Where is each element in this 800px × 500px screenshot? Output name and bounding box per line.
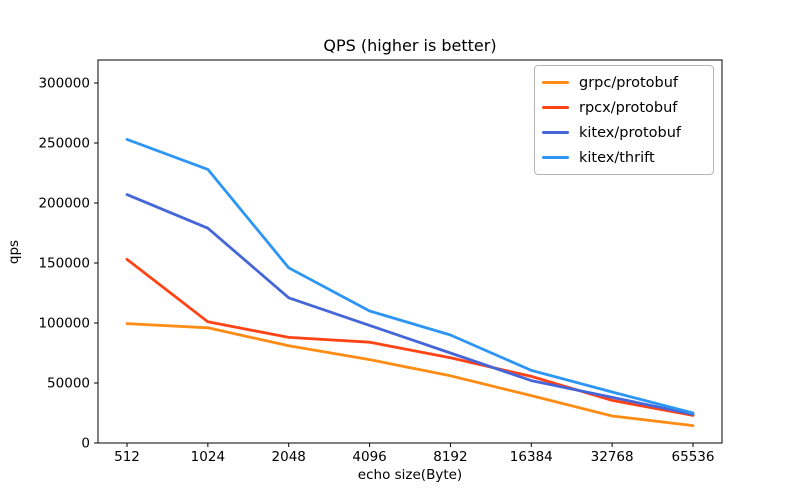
x-tick-label: 4096 [352, 449, 386, 465]
legend-label: kitex/thrift [579, 149, 655, 166]
x-tick-label: 2048 [272, 449, 306, 465]
y-tick-label: 100000 [38, 316, 90, 332]
legend-item-grpc-protobuf: grpc/protobuf [542, 70, 705, 95]
legend-label: rpcx/protobuf [579, 99, 678, 116]
legend-line-swatch [542, 81, 569, 84]
y-tick-label: 250000 [38, 136, 90, 152]
axes-spines [97, 59, 723, 444]
legend-item-kitex-protobuf: kitex/protobuf [542, 120, 705, 145]
legend-line-swatch [542, 131, 569, 134]
y-axis-label: qps [6, 239, 22, 265]
y-tick-label: 300000 [38, 76, 90, 92]
line-kitex-thrift [125, 138, 695, 415]
x-tick-label: 32768 [591, 449, 634, 465]
line-rpcx-protobuf [125, 258, 695, 417]
chart-title: QPS (higher is better) [323, 36, 497, 55]
x-tick-label: 1024 [191, 449, 225, 465]
legend: grpc/protobuf rpcx/protobuf kitex/protobuf… [534, 65, 714, 175]
x-tick-label: 65536 [672, 449, 715, 465]
line-kitex-protobuf [125, 193, 695, 416]
line-grpc-protobuf [125, 322, 695, 428]
y-tick-label: 0 [81, 436, 90, 452]
legend-line-swatch [542, 156, 569, 159]
y-tick-label: 200000 [38, 196, 90, 212]
legend-line-swatch [542, 106, 569, 109]
y-tick-label: 50000 [47, 376, 90, 392]
x-tick-label: 16384 [510, 449, 553, 465]
legend-label: kitex/protobuf [579, 124, 682, 141]
legend-label: grpc/protobuf [579, 74, 679, 91]
x-axis-label: echo size(Byte) [357, 467, 463, 483]
legend-item-rpcx-protobuf: rpcx/protobuf [542, 95, 705, 120]
x-tick-label: 512 [114, 449, 140, 465]
x-tick-label: 8192 [433, 449, 467, 465]
y-tick-label: 150000 [38, 256, 90, 272]
legend-item-kitex-thrift: kitex/thrift [542, 145, 705, 170]
